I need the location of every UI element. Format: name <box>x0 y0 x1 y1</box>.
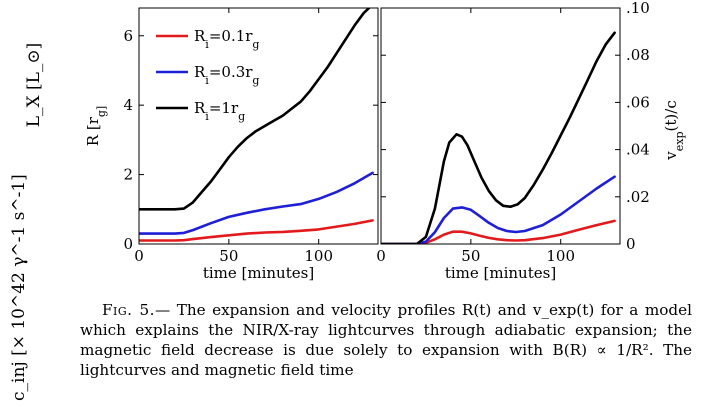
left-series-line-red <box>139 219 374 242</box>
left-xtick-label: 0 <box>134 247 144 265</box>
right-axes-frame <box>380 7 621 245</box>
legend-label: Ri=0.3rg <box>194 63 259 87</box>
left-series-line-black <box>139 8 371 211</box>
left-axes-frame <box>138 7 379 245</box>
caption-text: — The expansion and velocity profiles R(… <box>80 301 692 379</box>
legend-label: Ri=0.1rg <box>194 27 259 51</box>
left-xtick-label: 50 <box>219 247 238 265</box>
figure-caption: Fig. 5.— The expansion and velocity prof… <box>80 300 692 380</box>
right-yaxis-label: vexp(t)/c <box>662 100 686 160</box>
left-ytick-label: 4 <box>123 96 133 114</box>
left-yaxis-label: R [rg] <box>84 106 108 146</box>
legend-label: Ri=1rg <box>194 99 245 123</box>
right-series-line-black <box>381 31 616 244</box>
left-ytick-label: 2 <box>123 166 133 184</box>
caption-fig-label: Fig. 5. <box>102 301 155 319</box>
left-ytick-label: 0 <box>123 235 133 253</box>
left-xtick-label: 100 <box>304 247 333 265</box>
right-xaxis-label: time [minutes] <box>445 264 556 282</box>
right-ytick-label: .06 <box>626 93 650 111</box>
left-xaxis-label: time [minutes] <box>203 264 314 282</box>
right-ytick-label: .04 <box>626 141 650 159</box>
right-ytick-label-top: .10 <box>626 0 650 17</box>
left-series-line-blue <box>139 171 374 235</box>
right-ytick-label: 0 <box>626 235 636 253</box>
right-series-line-red <box>381 219 616 244</box>
right-series-line-blue <box>381 175 616 244</box>
right-xtick-label: 100 <box>546 247 575 265</box>
right-xtick-label: 0 <box>376 247 386 265</box>
right-ytick-label: .02 <box>626 188 650 206</box>
right-ytick-label: .08 <box>626 46 650 64</box>
left-ytick-label: 6 <box>123 27 133 45</box>
right-xtick-label: 50 <box>461 247 480 265</box>
legend: Ri=0.1rg Ri=0.3rg Ri=1rg <box>156 27 259 123</box>
